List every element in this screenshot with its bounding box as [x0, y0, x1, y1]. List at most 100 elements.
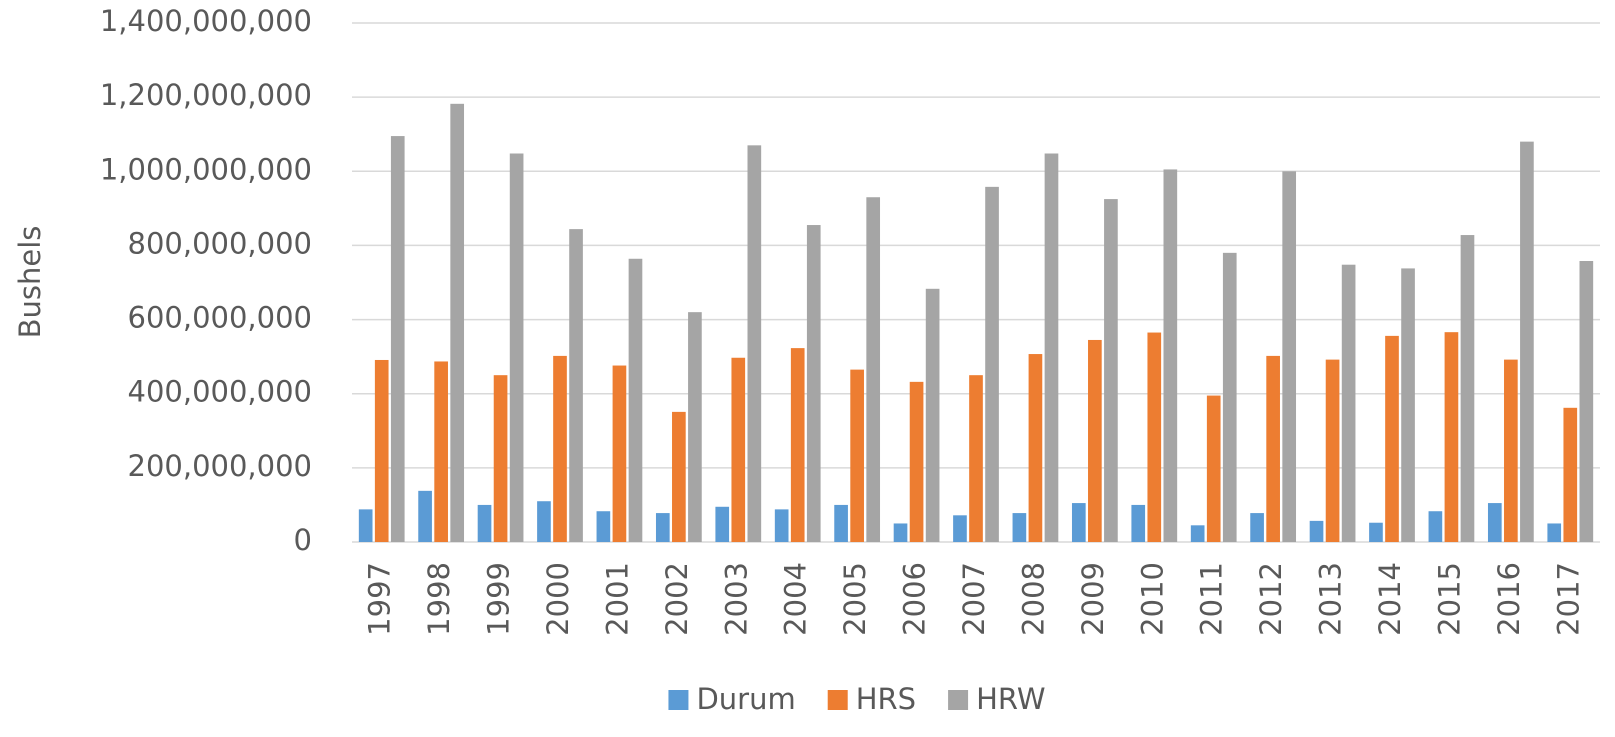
x-tick-label: 2010 — [1135, 562, 1169, 636]
x-tick-label: 2011 — [1195, 562, 1229, 636]
bar — [1504, 359, 1518, 542]
y-tick-label: 1,400,000,000 — [100, 4, 312, 38]
legend-label: HRS — [856, 682, 916, 716]
bar — [1044, 153, 1059, 542]
bar — [1104, 199, 1118, 542]
bar — [358, 509, 373, 542]
bar — [418, 490, 432, 542]
y-tick-label: 800,000,000 — [128, 226, 313, 260]
x-tick-label: 2005 — [838, 562, 872, 636]
x-tick-label: 2002 — [660, 562, 694, 636]
bar — [1282, 171, 1297, 543]
legend-swatch — [948, 690, 969, 710]
bar — [628, 258, 643, 542]
bar — [953, 515, 967, 542]
bar — [1309, 520, 1324, 542]
bar — [834, 504, 848, 542]
legend-label: Durum — [696, 682, 795, 716]
bar — [655, 513, 670, 542]
bar — [1487, 503, 1502, 542]
bar — [569, 229, 583, 543]
bar — [1190, 525, 1205, 542]
bar — [731, 357, 746, 542]
bar — [1088, 339, 1102, 542]
y-tick-label: 1,200,000,000 — [100, 78, 312, 112]
bar — [1547, 523, 1562, 542]
bar — [1401, 268, 1415, 542]
bar — [1460, 235, 1475, 542]
bar — [909, 381, 924, 542]
bar — [1222, 252, 1237, 543]
bar — [374, 359, 389, 542]
bar — [1266, 355, 1280, 542]
bar — [1369, 522, 1383, 542]
bar — [1341, 264, 1356, 542]
bar — [1563, 407, 1578, 542]
x-tick-label: 2003 — [719, 562, 753, 636]
bar — [969, 375, 983, 542]
bar — [866, 197, 881, 542]
x-tick-label: 1997 — [363, 562, 397, 636]
x-tick-label: 2006 — [898, 562, 932, 636]
x-tick-label: 2004 — [779, 562, 813, 636]
bar — [493, 375, 508, 542]
bar — [1147, 332, 1162, 542]
bar — [1071, 503, 1086, 542]
y-tick-label: 0 — [294, 523, 312, 557]
x-tick-label: 2016 — [1492, 562, 1526, 636]
bar — [747, 145, 762, 543]
bar — [612, 365, 627, 542]
legend-label: HRW — [976, 682, 1045, 716]
x-tick-label: 1998 — [422, 562, 456, 636]
x-tick-label: 2015 — [1432, 562, 1466, 636]
x-tick-label: 1999 — [482, 562, 516, 636]
bar — [672, 411, 686, 542]
y-tick-label: 600,000,000 — [128, 301, 313, 335]
bar — [450, 103, 465, 543]
bar — [1012, 513, 1027, 542]
bar — [893, 523, 908, 542]
bar — [434, 361, 448, 542]
bar — [509, 153, 524, 542]
bar — [1520, 141, 1534, 542]
legend-swatch — [668, 690, 689, 710]
x-tick-label: 2009 — [1076, 562, 1110, 636]
bar — [1325, 359, 1340, 542]
x-tick-label: 2007 — [957, 562, 991, 636]
y-tick-label: 1,000,000,000 — [100, 152, 312, 186]
bar — [596, 511, 611, 542]
y-tick-label: 400,000,000 — [128, 375, 313, 409]
bar — [390, 136, 405, 542]
bar — [1028, 354, 1043, 542]
y-tick-label: 200,000,000 — [128, 449, 313, 483]
bar — [925, 288, 940, 542]
bar — [1428, 511, 1443, 542]
bar — [1250, 513, 1264, 542]
x-tick-label: 2000 — [541, 562, 575, 636]
bar — [477, 504, 492, 542]
bar — [1163, 169, 1178, 543]
bar — [715, 506, 730, 542]
bar — [1131, 504, 1146, 542]
bar — [790, 348, 805, 542]
bar — [688, 312, 702, 542]
bar — [537, 501, 551, 542]
x-tick-label: 2008 — [1016, 562, 1050, 636]
bar — [1579, 260, 1594, 542]
x-tick-label: 2012 — [1254, 562, 1288, 636]
bar — [985, 186, 999, 542]
y-axis-label: Bushels — [13, 226, 47, 339]
bar — [1206, 395, 1221, 542]
bar — [1444, 332, 1459, 542]
legend-swatch — [827, 690, 848, 710]
bar — [806, 225, 821, 542]
bar — [553, 355, 567, 542]
x-tick-label: 2017 — [1551, 562, 1585, 636]
bar — [774, 509, 789, 542]
x-tick-label: 2013 — [1314, 562, 1348, 636]
x-tick-label: 2001 — [600, 562, 634, 636]
bar — [1385, 335, 1399, 542]
x-tick-label: 2014 — [1373, 562, 1407, 636]
bar — [850, 369, 864, 542]
